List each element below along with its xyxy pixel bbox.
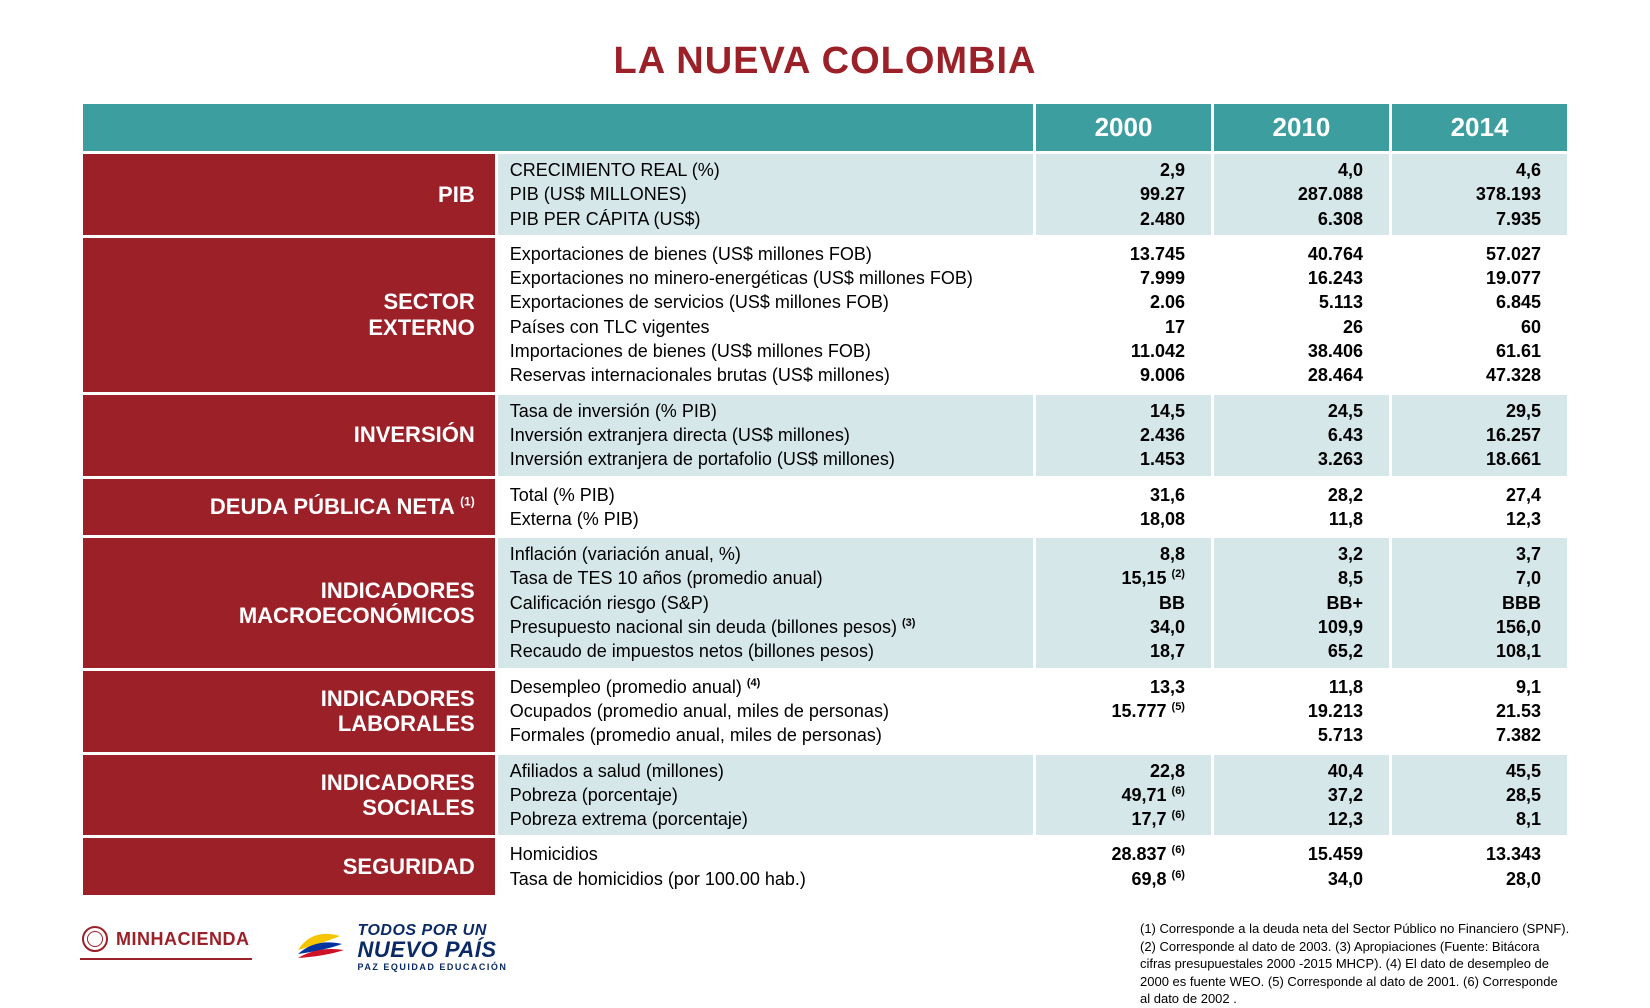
table-row: INDICADORESLABORALESDesempleo (promedio … [83,671,1567,752]
values-laborales-col0: 13,315.777 (5) [1036,671,1211,752]
values-inversion-col1: 24,56.433.263 [1214,395,1389,476]
category-inversion: INVERSIÓN [83,395,495,476]
flag-icon [292,920,346,974]
values-deuda-col2: 27,412,3 [1392,479,1567,536]
values-pib-col1: 4,0287.0886.308 [1214,154,1389,235]
values-seguridad-col2: 13.34328,0 [1392,838,1567,895]
table-row: DEUDA PÚBLICA NETA (1)Total (% PIB)Exter… [83,479,1567,536]
data-table: 2000 2010 2014 PIBCRECIMIENTO REAL (%)PI… [80,101,1570,898]
values-macro-col0: 8,815,15 (2)BB34,018,7 [1036,538,1211,667]
table-row: SEGURIDADHomicidiosTasa de homicidios (p… [83,838,1567,895]
values-deuda-col1: 28,211,8 [1214,479,1389,536]
coin-icon [82,926,108,952]
indicators-sociales: Afiliados a salud (millones)Pobreza (por… [498,755,1033,836]
header-blank [83,104,1033,151]
table-row: INDICADORESSOCIALESAfiliados a salud (mi… [83,755,1567,836]
values-pib-col2: 4,6378.1937.935 [1392,154,1567,235]
values-inversion-col2: 29,516.25718.661 [1392,395,1567,476]
values-pib-col0: 2,999.272.480 [1036,154,1211,235]
category-macro: INDICADORESMACROECONÓMICOS [83,538,495,667]
category-deuda: DEUDA PÚBLICA NETA (1) [83,479,495,536]
page-title: LA NUEVA COLOMBIA [80,40,1570,83]
category-seguridad: SEGURIDAD [83,838,495,895]
page: LA NUEVA COLOMBIA 2000 2010 2014 PIBCREC… [0,0,1650,998]
footnotes: (1) Corresponde a la deuda neta del Sect… [1140,920,1570,1008]
values-sector-externo-col2: 57.02719.0776.8456061.6147.328 [1392,238,1567,392]
nuevo-pais-line2: NUEVO PAÍS [358,939,508,961]
values-sociales-col0: 22,849,71 (6)17,7 (6) [1036,755,1211,836]
year-2010: 2010 [1214,104,1389,151]
values-seguridad-col1: 15.45934,0 [1214,838,1389,895]
category-sociales: INDICADORESSOCIALES [83,755,495,836]
indicators-pib: CRECIMIENTO REAL (%)PIB (US$ MILLONES)PI… [498,154,1033,235]
values-seguridad-col0: 28.837 (6)69,8 (6) [1036,838,1211,895]
values-sociales-col2: 45,528,58,1 [1392,755,1567,836]
year-2014: 2014 [1392,104,1567,151]
table-header-row: 2000 2010 2014 [83,104,1567,151]
values-macro-col2: 3,77,0BBB156,0108,1 [1392,538,1567,667]
minhacienda-text: MINHACIENDA [116,929,250,950]
values-sector-externo-col1: 40.76416.2435.1132638.40628.464 [1214,238,1389,392]
values-laborales-col1: 11,819.2135.713 [1214,671,1389,752]
table-row: SECTOREXTERNOExportaciones de bienes (US… [83,238,1567,392]
indicators-laborales: Desempleo (promedio anual) (4)Ocupados (… [498,671,1033,752]
indicators-seguridad: HomicidiosTasa de homicidios (por 100.00… [498,838,1033,895]
values-laborales-col2: 9,121.537.382 [1392,671,1567,752]
nuevo-pais-logo: TODOS POR UN NUEVO PAÍS PAZ EQUIDAD EDUC… [292,920,508,974]
table-row: PIBCRECIMIENTO REAL (%)PIB (US$ MILLONES… [83,154,1567,235]
table-row: INVERSIÓNTasa de inversión (% PIB)Invers… [83,395,1567,476]
nuevo-pais-text: TODOS POR UN NUEVO PAÍS PAZ EQUIDAD EDUC… [358,923,508,972]
indicators-deuda: Total (% PIB)Externa (% PIB) [498,479,1033,536]
indicators-macro: Inflación (variación anual, %)Tasa de TE… [498,538,1033,667]
category-pib: PIB [83,154,495,235]
year-2000: 2000 [1036,104,1211,151]
category-sector-externo: SECTOREXTERNO [83,238,495,392]
minhacienda-logo: MINHACIENDA [80,920,252,960]
values-deuda-col0: 31,618,08 [1036,479,1211,536]
values-macro-col1: 3,28,5BB+109,965,2 [1214,538,1389,667]
values-sector-externo-col0: 13.7457.9992.061711.0429.006 [1036,238,1211,392]
indicators-sector-externo: Exportaciones de bienes (US$ millones FO… [498,238,1033,392]
indicators-inversion: Tasa de inversión (% PIB)Inversión extra… [498,395,1033,476]
nuevo-pais-line3: PAZ EQUIDAD EDUCACIÓN [358,963,508,972]
footer: MINHACIENDA TODOS POR UN NUEVO PAÍS PAZ … [80,920,1570,1008]
table-row: INDICADORESMACROECONÓMICOSInflación (var… [83,538,1567,667]
values-sociales-col1: 40,437,212,3 [1214,755,1389,836]
category-laborales: INDICADORESLABORALES [83,671,495,752]
values-inversion-col0: 14,52.4361.453 [1036,395,1211,476]
